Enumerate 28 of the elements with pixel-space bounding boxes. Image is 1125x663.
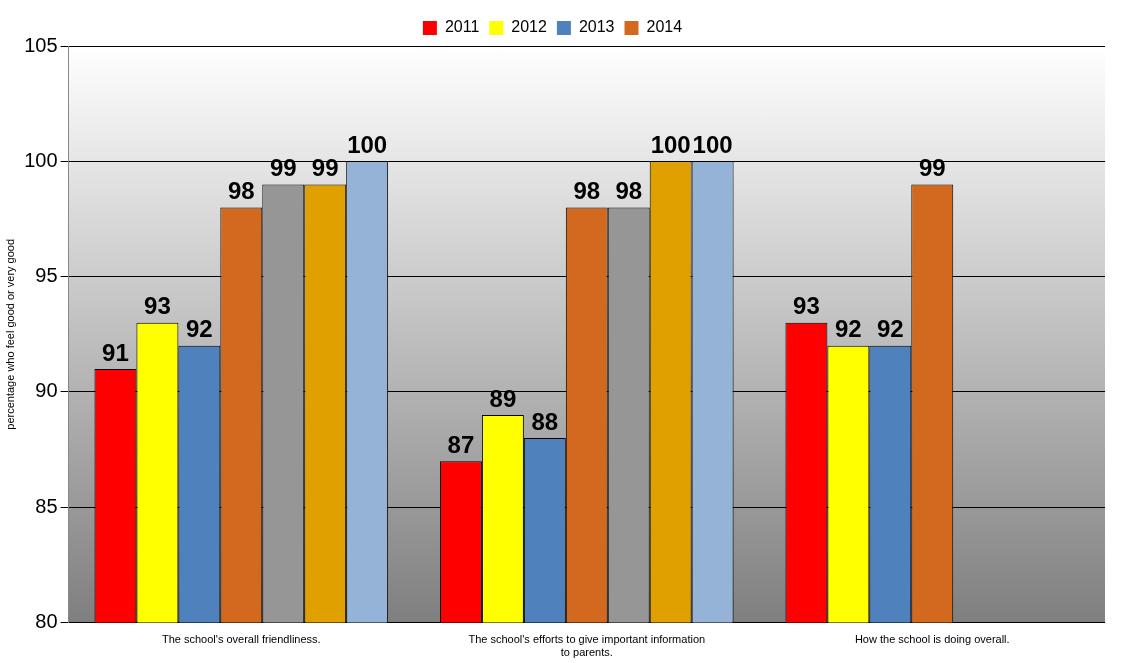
legend-label: 2013 bbox=[578, 18, 615, 36]
data-label: 98 bbox=[227, 177, 255, 205]
data-label: 88 bbox=[531, 407, 559, 435]
y-tick-label: 95 bbox=[35, 264, 58, 287]
x-tick-label: The school's overall friendliness. bbox=[162, 633, 321, 646]
legend-label: 2012 bbox=[511, 18, 548, 36]
data-label: 98 bbox=[573, 177, 601, 205]
data-label: 98 bbox=[615, 177, 643, 205]
legend-label: 2011 bbox=[444, 18, 480, 36]
y-tick-label: 100 bbox=[24, 148, 58, 171]
data-label: 100 bbox=[650, 130, 691, 158]
data-label: 93 bbox=[793, 292, 820, 320]
data-label: 100 bbox=[347, 130, 388, 158]
y-tick-label: 85 bbox=[35, 494, 58, 517]
x-tick-label: The school's efforts to give important information to parents. bbox=[468, 633, 706, 659]
x-tick-label: How the school is doing overall. bbox=[854, 633, 1010, 646]
data-label: 91 bbox=[102, 338, 129, 366]
data-label: 87 bbox=[447, 430, 475, 458]
data-label: 100 bbox=[692, 130, 733, 158]
y-tick-label: 90 bbox=[35, 379, 58, 402]
data-label: 92 bbox=[835, 315, 862, 343]
data-label: 92 bbox=[876, 315, 904, 343]
y-tick-label: 80 bbox=[35, 610, 58, 633]
y-tick-label: 105 bbox=[24, 33, 58, 56]
data-label: 92 bbox=[186, 315, 213, 343]
legend-label: 2014 bbox=[646, 18, 683, 36]
data-label: 93 bbox=[144, 292, 171, 320]
y-axis-title: percentage who feel good or very good bbox=[3, 238, 16, 430]
